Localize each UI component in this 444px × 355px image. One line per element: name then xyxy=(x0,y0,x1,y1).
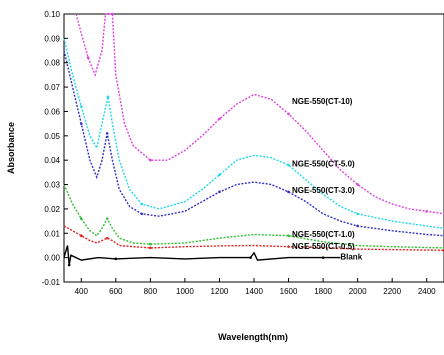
series-point xyxy=(218,117,221,120)
series-point xyxy=(80,217,83,220)
series-point xyxy=(106,132,109,135)
series-point xyxy=(218,191,221,194)
x-tick-label: 1800 xyxy=(314,287,332,296)
series-point xyxy=(249,256,252,259)
series-point xyxy=(218,174,221,177)
series-point xyxy=(425,210,428,213)
y-tick-label: 0.05 xyxy=(44,132,60,141)
plot-frame xyxy=(64,14,444,282)
series-point xyxy=(140,203,143,206)
series-point xyxy=(149,247,152,250)
series-point xyxy=(322,256,325,259)
x-tick-label: 1600 xyxy=(280,287,298,296)
series-point xyxy=(80,105,83,108)
series-label: NGE-550(CT-10) xyxy=(292,97,353,106)
series-point xyxy=(149,159,152,162)
series-point xyxy=(80,122,83,125)
series-point xyxy=(287,245,290,248)
series-point xyxy=(107,96,110,99)
series-label: NGE-550(CT-1.0) xyxy=(292,230,355,239)
series-point xyxy=(106,217,109,220)
series-line xyxy=(76,14,444,214)
series-point xyxy=(111,13,114,16)
series-point xyxy=(287,164,290,167)
series-point xyxy=(287,234,290,237)
series-point xyxy=(106,237,109,240)
series-line xyxy=(64,51,444,236)
x-tick-label: 2200 xyxy=(383,287,401,296)
x-tick-label: 1000 xyxy=(176,287,194,296)
series-label: Blank xyxy=(340,253,362,262)
y-tick-label: 0.01 xyxy=(44,229,60,238)
series-point xyxy=(149,243,152,246)
series-point xyxy=(356,183,359,186)
series-label: NGE-550(CT-5.0) xyxy=(292,159,355,168)
y-tick-label: 0.02 xyxy=(44,205,60,214)
x-axis-title: Wavelength(nm) xyxy=(218,332,288,342)
tick-layer: 400 600 800 1000 1200 1400 1600 1800 2000 2200 240… xyxy=(42,10,436,296)
series-line xyxy=(64,185,444,248)
y-tick-label: 0.04 xyxy=(44,156,60,165)
series-point xyxy=(356,225,359,228)
series-point xyxy=(287,113,290,116)
x-tick-label: 400 xyxy=(75,287,89,296)
series-point xyxy=(287,191,290,194)
y-tick-label: 0.09 xyxy=(44,34,60,43)
series-point xyxy=(80,234,83,237)
x-tick-label: 1400 xyxy=(245,287,263,296)
y-tick-label: -0.01 xyxy=(42,278,61,287)
series-layer xyxy=(64,13,444,267)
y-axis-title: Absorbance xyxy=(6,122,16,174)
x-tick-label: 2400 xyxy=(418,287,436,296)
series-label: NGE-550(CT-3.0) xyxy=(292,186,355,195)
series-point xyxy=(140,212,143,215)
y-tick-label: 0.00 xyxy=(44,254,60,263)
x-tick-label: 600 xyxy=(109,287,123,296)
series-point xyxy=(356,212,359,215)
y-tick-label: 0.03 xyxy=(44,181,60,190)
x-tick-label: 1200 xyxy=(211,287,229,296)
series-label: NGE-550(CT-0.5) xyxy=(292,242,355,251)
series-point xyxy=(115,258,118,261)
x-tick-label: 2000 xyxy=(349,287,367,296)
series-point xyxy=(87,57,90,60)
y-tick-label: 0.10 xyxy=(44,10,60,19)
series-line xyxy=(64,38,444,228)
x-tick-label: 800 xyxy=(144,287,158,296)
y-tick-label: 0.06 xyxy=(44,107,60,116)
series-point xyxy=(68,264,71,267)
y-tick-label: 0.07 xyxy=(44,83,60,92)
y-tick-label: 0.08 xyxy=(44,59,60,68)
